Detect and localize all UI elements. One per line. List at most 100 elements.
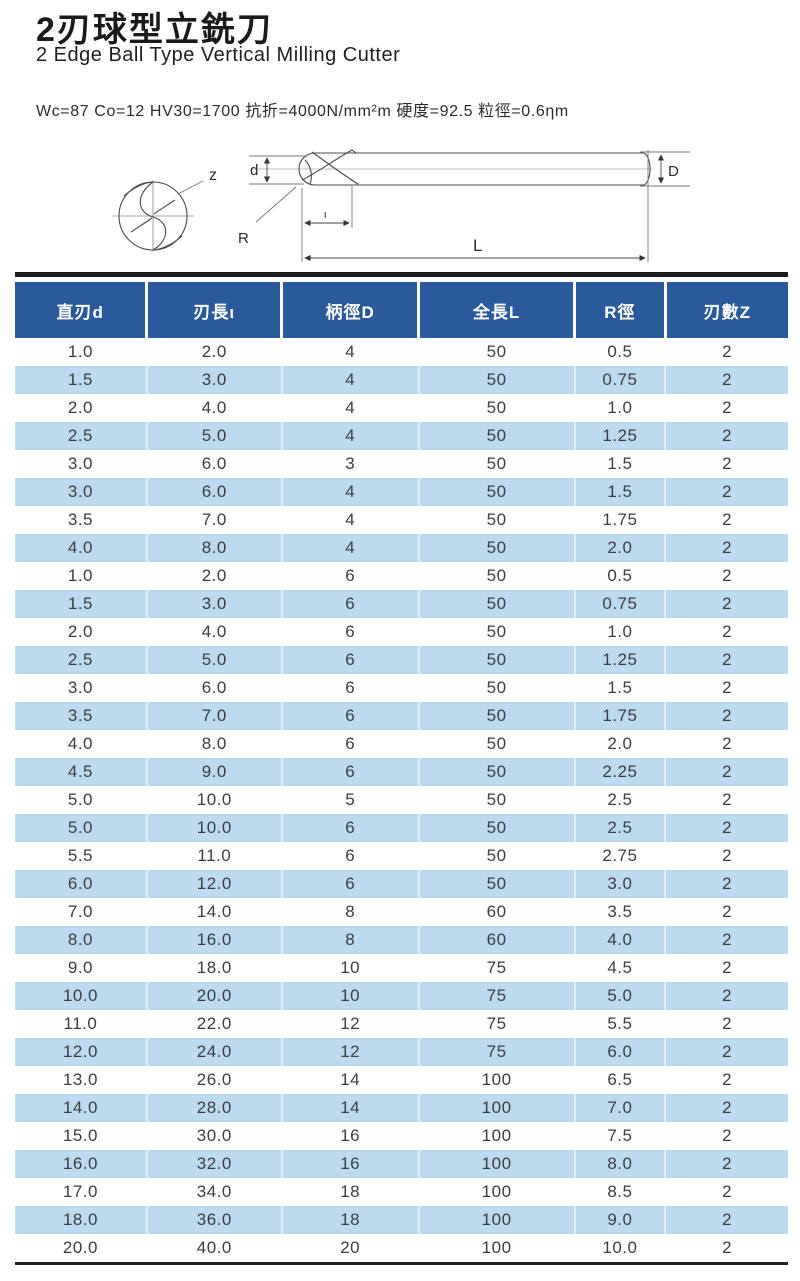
column-header-edge-diameter: 直刃d (15, 282, 147, 338)
table-cell: 2 (664, 758, 788, 786)
table-cell: 8.0 (15, 926, 147, 954)
table-cell: 7.0 (145, 506, 282, 534)
table-cell: 8.0 (145, 730, 282, 758)
table-cell: 6.5 (573, 1066, 666, 1094)
page-title: 2刃球型立銑刀 (36, 11, 273, 49)
radius-label: R (238, 230, 249, 247)
table-cell: 75 (417, 1010, 575, 1038)
table-cell: 12.0 (145, 870, 282, 898)
table-row: 16.0 32.0 16 100 8.0 2 (15, 1150, 788, 1178)
table-cell: 20.0 (15, 1234, 147, 1265)
table-cell: 2.0 (67, 398, 93, 417)
table-cell: 50 (417, 506, 575, 534)
table-cell: 10.0 (145, 814, 282, 842)
table-row: 10.0 20.0 10 75 5.0 2 (15, 982, 788, 1010)
table-row: 3.0 6.0 4 50 1.5 2 (15, 478, 788, 506)
table-cell: 6 (280, 870, 419, 898)
table-cell: 50 (417, 870, 575, 898)
table-cell: 2 (664, 338, 788, 366)
table-cell: 50 (417, 562, 575, 590)
table-cell: 75 (417, 982, 575, 1010)
table-cell: 8 (280, 926, 419, 954)
tool-diagram: z d R ι L (112, 149, 690, 262)
table-cell: 12.0 (15, 1038, 147, 1066)
table-cell: 14.0 (145, 898, 282, 926)
table-row: 20.0 40.0 20 100 10.0 2 (15, 1234, 788, 1265)
table-row: 11.0 22.0 12 75 5.5 2 (15, 1010, 788, 1038)
table-cell: 1.5 (573, 478, 666, 506)
table-cell: 9.0 (67, 958, 93, 977)
table-cell: 2 (664, 1234, 788, 1265)
table-cell: 3.5 (573, 898, 666, 926)
table-top-bar (15, 272, 788, 277)
table-cell: 1.5 (573, 450, 666, 478)
table-cell: 2 (664, 814, 788, 842)
table-cell: 2.0 (573, 534, 666, 562)
table-cell: 4.0 (15, 534, 147, 562)
table-row: 7.0 14.0 8 60 3.5 2 (15, 898, 788, 926)
table-cell: 14 (280, 1066, 419, 1094)
end-view (112, 180, 194, 252)
table-row: 2.5 5.0 4 50 1.25 2 (15, 422, 788, 450)
table-cell: 4 (280, 534, 419, 562)
table-row: 13.0 26.0 14 100 6.5 2 (15, 1066, 788, 1094)
table-cell: 4 (280, 422, 419, 450)
table-cell: 10 (280, 954, 419, 982)
table-cell: 60 (417, 926, 575, 954)
table-cell: 13.0 (62, 1070, 98, 1089)
table-cell: 2 (664, 982, 788, 1010)
table-cell: 2 (664, 366, 788, 394)
table-row: 3.5 7.0 6 50 1.75 2 (15, 702, 788, 730)
page-subtitle: 2 Edge Ball Type Vertical Milling Cutter (36, 44, 401, 66)
table-cell: 6.0 (145, 674, 282, 702)
table-row: 4.5 9.0 6 50 2.25 2 (15, 758, 788, 786)
column-header-radius: R徑 (573, 282, 666, 338)
table-cell: 9.0 (573, 1206, 666, 1234)
table-cell: 2 (664, 394, 788, 422)
table-cell: 6 (280, 842, 419, 870)
table-cell: 8.0 (145, 534, 282, 562)
table-cell: 100 (417, 1206, 575, 1234)
flute-length-label: ι (324, 209, 327, 221)
table-row: 1.0 2.0 6 50 0.5 2 (15, 562, 788, 590)
table-cell: 2 (664, 786, 788, 814)
table-cell: 22.0 (145, 1010, 282, 1038)
table-cell: 4.5 (15, 758, 147, 786)
table-cell: 60 (417, 898, 575, 926)
table-row: 15.0 30.0 16 100 7.5 2 (15, 1122, 788, 1150)
table-cell: 2 (664, 1178, 788, 1206)
table-cell: 100 (417, 1178, 575, 1206)
column-header-overall-length: 全長L (417, 282, 575, 338)
table-cell: 3.0 (67, 678, 93, 697)
table-cell: 5 (280, 786, 419, 814)
table-cell: 26.0 (145, 1066, 282, 1094)
table-cell: 2.5 (15, 422, 147, 450)
table-cell: 16.0 (145, 926, 282, 954)
table-cell: 2 (664, 590, 788, 618)
table-cell: 6 (280, 758, 419, 786)
table-row: 6.0 12.0 6 50 3.0 2 (15, 870, 788, 898)
table-cell: 50 (417, 674, 575, 702)
table-cell: 0.75 (573, 590, 666, 618)
table-cell: 2 (664, 1066, 788, 1094)
table-cell: 6 (280, 730, 419, 758)
table-cell: 2 (664, 1122, 788, 1150)
table-row: 5.0 10.0 6 50 2.5 2 (15, 814, 788, 842)
table-row: 9.0 18.0 10 75 4.5 2 (15, 954, 788, 982)
table-cell: 2 (664, 898, 788, 926)
table-cell: 2 (664, 674, 788, 702)
table-cell: 2.5 (15, 646, 147, 674)
table-cell: 1.25 (573, 422, 666, 450)
table-cell: 8 (280, 898, 419, 926)
table-row: 1.0 2.0 4 50 0.5 2 (15, 338, 788, 366)
table-cell: 7.5 (573, 1122, 666, 1150)
table-row: 2.0 4.0 4 50 1.0 2 (15, 394, 788, 422)
table-row: 3.0 6.0 3 50 1.5 2 (15, 450, 788, 478)
table-cell: 2.0 (67, 622, 93, 641)
table-cell: 4.0 (573, 926, 666, 954)
column-header-flute-count: 刃數Z (663, 282, 788, 338)
table-cell: 9.0 (145, 758, 282, 786)
table-cell: 2 (664, 618, 788, 646)
table-row: 8.0 16.0 8 60 4.0 2 (15, 926, 788, 954)
